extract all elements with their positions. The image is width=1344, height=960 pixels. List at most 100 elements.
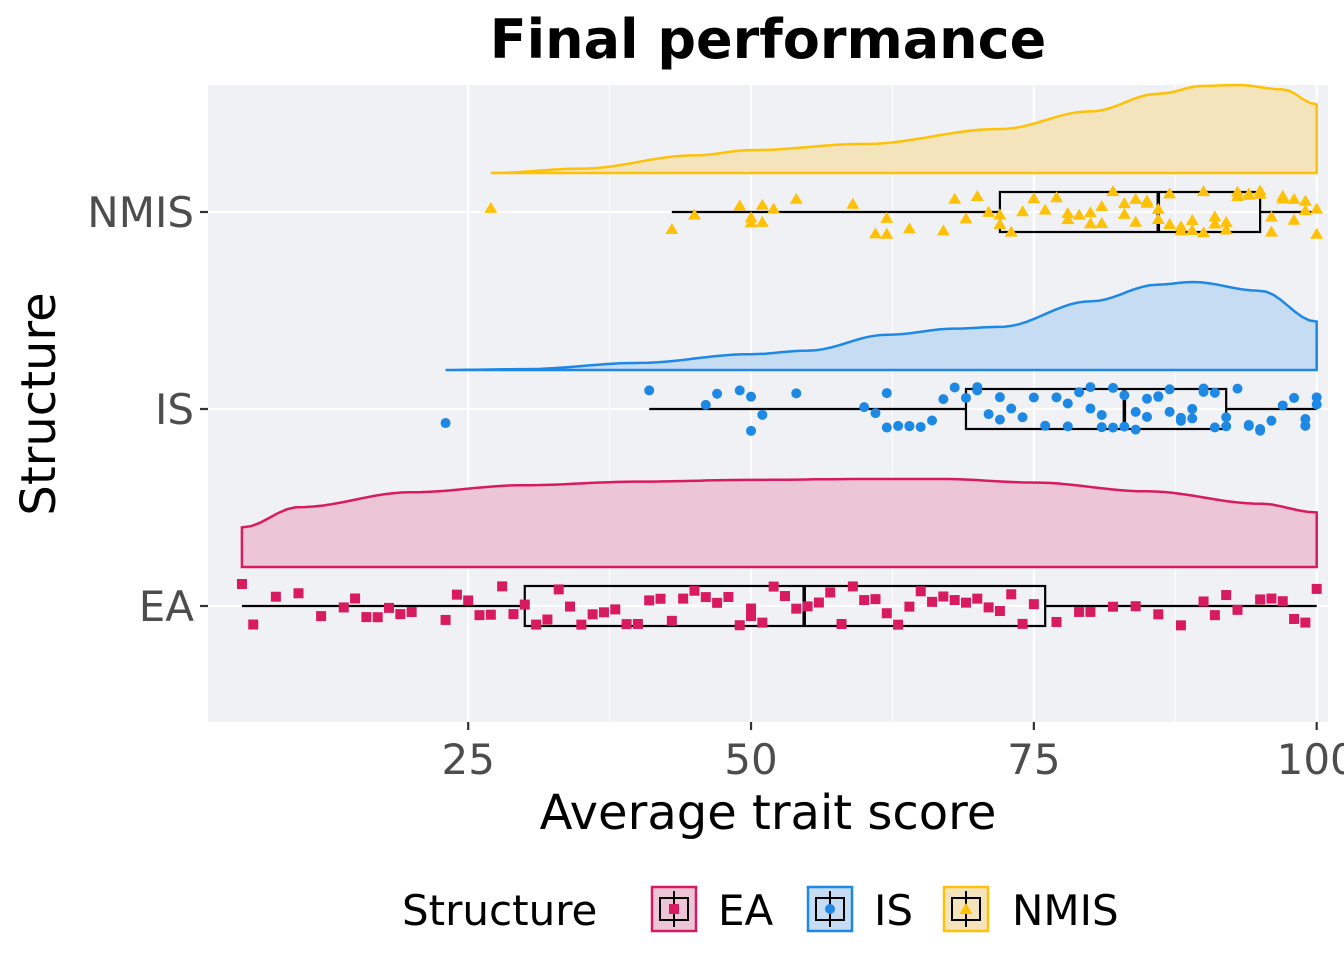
point-EA — [474, 610, 485, 621]
point-EA — [1221, 590, 1232, 601]
point-NMIS — [1230, 189, 1244, 201]
point-EA — [1051, 616, 1062, 627]
point-EA — [904, 601, 915, 612]
point-NMIS — [1163, 218, 1177, 230]
point-NMIS — [1185, 213, 1199, 225]
point-EA — [1074, 606, 1085, 617]
y-axis-ticks: EA IS NMIS — [87, 188, 208, 631]
point-EA — [678, 593, 689, 604]
y-axis-title: Structure — [11, 292, 67, 515]
point-IS — [1221, 421, 1232, 432]
legend-title: Structure — [402, 886, 597, 935]
point-IS — [791, 388, 802, 399]
point-IS — [1074, 387, 1085, 398]
box-plots — [241, 190, 1317, 628]
point-NMIS — [1140, 194, 1154, 206]
point-NMIS — [1049, 191, 1063, 203]
point-IS — [1130, 424, 1141, 435]
point-EA — [994, 606, 1005, 617]
point-EA — [598, 607, 609, 618]
point-NMIS — [993, 217, 1007, 229]
point-IS — [1119, 421, 1130, 432]
point-IS — [746, 425, 757, 436]
point-EA — [644, 595, 655, 606]
point-NMIS — [1219, 215, 1233, 227]
point-NMIS — [1298, 204, 1312, 216]
point-EA — [338, 602, 349, 613]
point-EA — [836, 618, 847, 629]
point-EA — [1311, 583, 1322, 594]
point-NMIS — [755, 215, 769, 227]
point-NMIS — [982, 205, 996, 217]
point-EA — [757, 617, 768, 628]
point-IS — [949, 382, 960, 393]
density-clouds — [240, 83, 1318, 569]
point-EA — [723, 591, 734, 602]
point-EA — [1153, 609, 1164, 620]
point-EA — [451, 589, 462, 600]
point-EA — [666, 615, 677, 626]
point-EA — [1255, 594, 1266, 605]
point-EA — [1028, 599, 1039, 610]
point-EA — [621, 619, 632, 630]
point-IS — [994, 392, 1005, 403]
point-IS — [1062, 398, 1073, 409]
point-NMIS — [744, 216, 758, 228]
point-EA — [859, 595, 870, 606]
point-EA — [497, 581, 508, 592]
point-IS — [1108, 382, 1119, 393]
point-IS — [712, 388, 723, 399]
point-NMIS — [1208, 217, 1222, 229]
point-NMIS — [959, 212, 973, 224]
point-EA — [361, 612, 372, 623]
point-EA — [1209, 610, 1220, 621]
point-NMIS — [789, 192, 803, 204]
point-EA — [440, 614, 451, 625]
point-IS — [1255, 423, 1266, 434]
point-NMIS — [902, 222, 916, 234]
point-IS — [915, 421, 926, 432]
point-IS — [1108, 422, 1119, 433]
point-NMIS — [1061, 213, 1075, 225]
point-NMIS — [1061, 206, 1075, 218]
legend-label-EA: EA — [718, 886, 774, 935]
y-tick-label-IS: IS — [155, 385, 194, 434]
point-IS — [734, 385, 745, 396]
point-NMIS — [1106, 185, 1120, 197]
point-NMIS — [1276, 189, 1290, 201]
point-EA — [960, 597, 971, 608]
legend-label-IS: IS — [874, 886, 913, 935]
point-EA — [542, 614, 553, 625]
point-NMIS — [1185, 224, 1199, 236]
point-EA — [1108, 601, 1119, 612]
legend-key-marker-NMIS — [959, 903, 973, 914]
point-NMIS — [1310, 227, 1324, 239]
point-IS — [1243, 419, 1254, 430]
point-NMIS — [1264, 210, 1278, 222]
point-IS — [1221, 412, 1232, 423]
point-IS — [1096, 410, 1107, 421]
point-EA — [1289, 613, 1300, 624]
point-NMIS — [687, 208, 701, 220]
point-EA — [870, 594, 881, 605]
x-tick-label-50: 50 — [724, 735, 777, 784]
point-NMIS — [846, 197, 860, 209]
point-IS — [881, 422, 892, 433]
point-NMIS — [1095, 217, 1109, 229]
point-IS — [960, 392, 971, 403]
point-IS — [1300, 420, 1311, 431]
point-IS — [938, 394, 949, 405]
point-IS — [983, 409, 994, 420]
point-EA — [881, 608, 892, 619]
point-IS — [1051, 392, 1062, 403]
point-IS — [927, 415, 938, 426]
point-NMIS — [1298, 194, 1312, 206]
point-IS — [1164, 406, 1175, 417]
point-IS — [1028, 392, 1039, 403]
point-IS — [1085, 382, 1096, 393]
point-NMIS — [1117, 197, 1131, 209]
point-EA — [485, 609, 496, 620]
point-IS — [904, 420, 915, 431]
point-NMIS — [1219, 223, 1233, 235]
point-IS — [1311, 399, 1322, 410]
